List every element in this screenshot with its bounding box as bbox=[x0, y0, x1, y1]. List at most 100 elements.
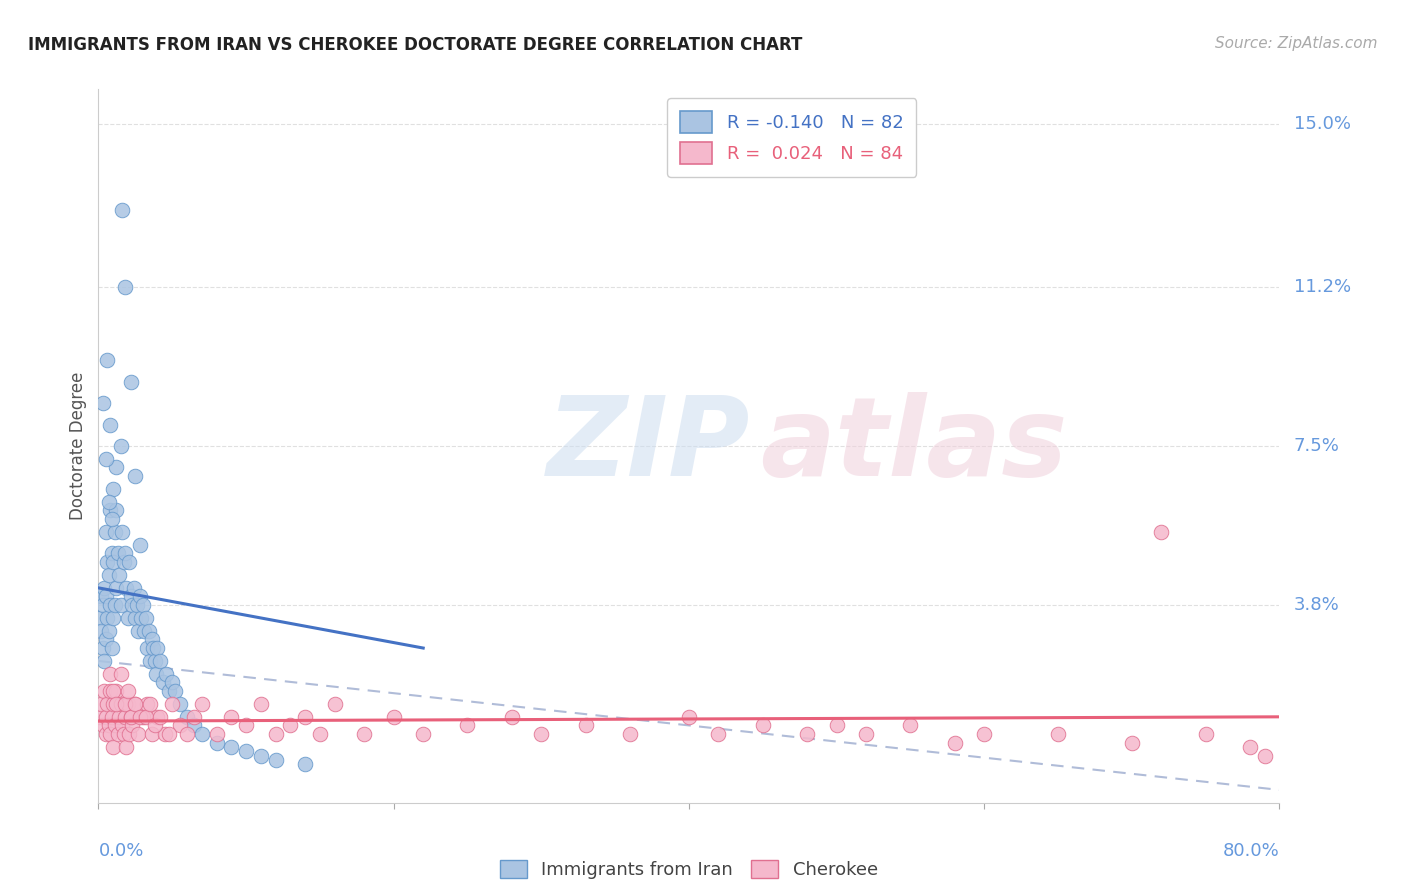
Point bbox=[91, 598, 114, 612]
Point bbox=[104, 718, 127, 732]
Point bbox=[117, 684, 139, 698]
Point bbox=[110, 598, 132, 612]
Point bbox=[501, 710, 523, 724]
Point bbox=[574, 718, 596, 732]
Point bbox=[176, 727, 198, 741]
Point bbox=[456, 718, 478, 732]
Point bbox=[120, 710, 142, 724]
Point bbox=[104, 598, 127, 612]
Point bbox=[1150, 524, 1173, 539]
Point bbox=[169, 697, 191, 711]
Text: 15.0%: 15.0% bbox=[1294, 114, 1351, 133]
Point bbox=[294, 757, 316, 772]
Point bbox=[96, 697, 118, 711]
Point bbox=[128, 710, 150, 724]
Point bbox=[191, 697, 214, 711]
Point bbox=[107, 546, 129, 560]
Point bbox=[120, 710, 142, 724]
Point bbox=[278, 718, 302, 732]
Point bbox=[103, 482, 125, 496]
Point bbox=[353, 727, 375, 741]
Point bbox=[100, 641, 122, 656]
Point bbox=[136, 641, 159, 656]
Point bbox=[900, 718, 922, 732]
Point bbox=[855, 727, 877, 741]
Point bbox=[124, 697, 146, 711]
Point bbox=[114, 710, 136, 724]
Point bbox=[294, 710, 316, 724]
Point bbox=[530, 727, 553, 741]
Point bbox=[103, 739, 125, 754]
Point bbox=[97, 718, 120, 732]
Point bbox=[103, 555, 125, 569]
Point bbox=[973, 727, 995, 741]
Point bbox=[114, 697, 136, 711]
Point bbox=[309, 727, 332, 741]
Point bbox=[183, 718, 205, 732]
Point bbox=[146, 641, 169, 656]
Point bbox=[132, 598, 155, 612]
Point bbox=[108, 710, 131, 724]
Point bbox=[90, 624, 112, 638]
Point bbox=[176, 710, 198, 724]
Point bbox=[108, 568, 131, 582]
Point bbox=[91, 641, 114, 656]
Text: 3.8%: 3.8% bbox=[1294, 596, 1340, 614]
Point bbox=[707, 727, 730, 741]
Point bbox=[100, 546, 122, 560]
Text: ZIP: ZIP bbox=[547, 392, 751, 500]
Point bbox=[93, 654, 115, 668]
Point bbox=[135, 611, 157, 625]
Point bbox=[796, 727, 818, 741]
Y-axis label: Doctorate Degree: Doctorate Degree bbox=[69, 372, 87, 520]
Point bbox=[264, 753, 287, 767]
Point bbox=[97, 495, 120, 509]
Point bbox=[619, 727, 641, 741]
Point bbox=[155, 666, 177, 681]
Point bbox=[141, 727, 163, 741]
Point bbox=[94, 727, 117, 741]
Point bbox=[103, 697, 125, 711]
Point bbox=[112, 727, 135, 741]
Point bbox=[111, 202, 134, 217]
Point bbox=[128, 538, 150, 552]
Point bbox=[135, 710, 157, 724]
Point bbox=[94, 632, 117, 647]
Text: 11.2%: 11.2% bbox=[1294, 278, 1351, 296]
Point bbox=[97, 624, 120, 638]
Point bbox=[105, 503, 128, 517]
Point bbox=[121, 718, 143, 732]
Point bbox=[115, 581, 138, 595]
Point bbox=[93, 684, 115, 698]
Point bbox=[112, 555, 135, 569]
Point bbox=[128, 590, 150, 604]
Point bbox=[111, 718, 134, 732]
Point bbox=[105, 697, 128, 711]
Point bbox=[138, 624, 160, 638]
Point bbox=[205, 727, 228, 741]
Point bbox=[117, 697, 139, 711]
Point bbox=[124, 697, 146, 711]
Point bbox=[117, 611, 139, 625]
Point bbox=[149, 710, 172, 724]
Point bbox=[412, 727, 434, 741]
Point bbox=[105, 460, 128, 475]
Point bbox=[323, 697, 346, 711]
Point bbox=[98, 727, 121, 741]
Point bbox=[943, 736, 966, 750]
Point bbox=[93, 581, 115, 595]
Point bbox=[89, 611, 111, 625]
Point bbox=[115, 739, 138, 754]
Point bbox=[382, 710, 405, 724]
Text: 7.5%: 7.5% bbox=[1294, 437, 1340, 455]
Point bbox=[1254, 748, 1277, 763]
Point bbox=[96, 353, 118, 368]
Point bbox=[141, 632, 163, 647]
Point bbox=[1046, 727, 1069, 741]
Point bbox=[103, 611, 125, 625]
Point bbox=[90, 697, 112, 711]
Point bbox=[146, 710, 169, 724]
Text: atlas: atlas bbox=[759, 392, 1067, 500]
Point bbox=[110, 697, 132, 711]
Point bbox=[94, 524, 117, 539]
